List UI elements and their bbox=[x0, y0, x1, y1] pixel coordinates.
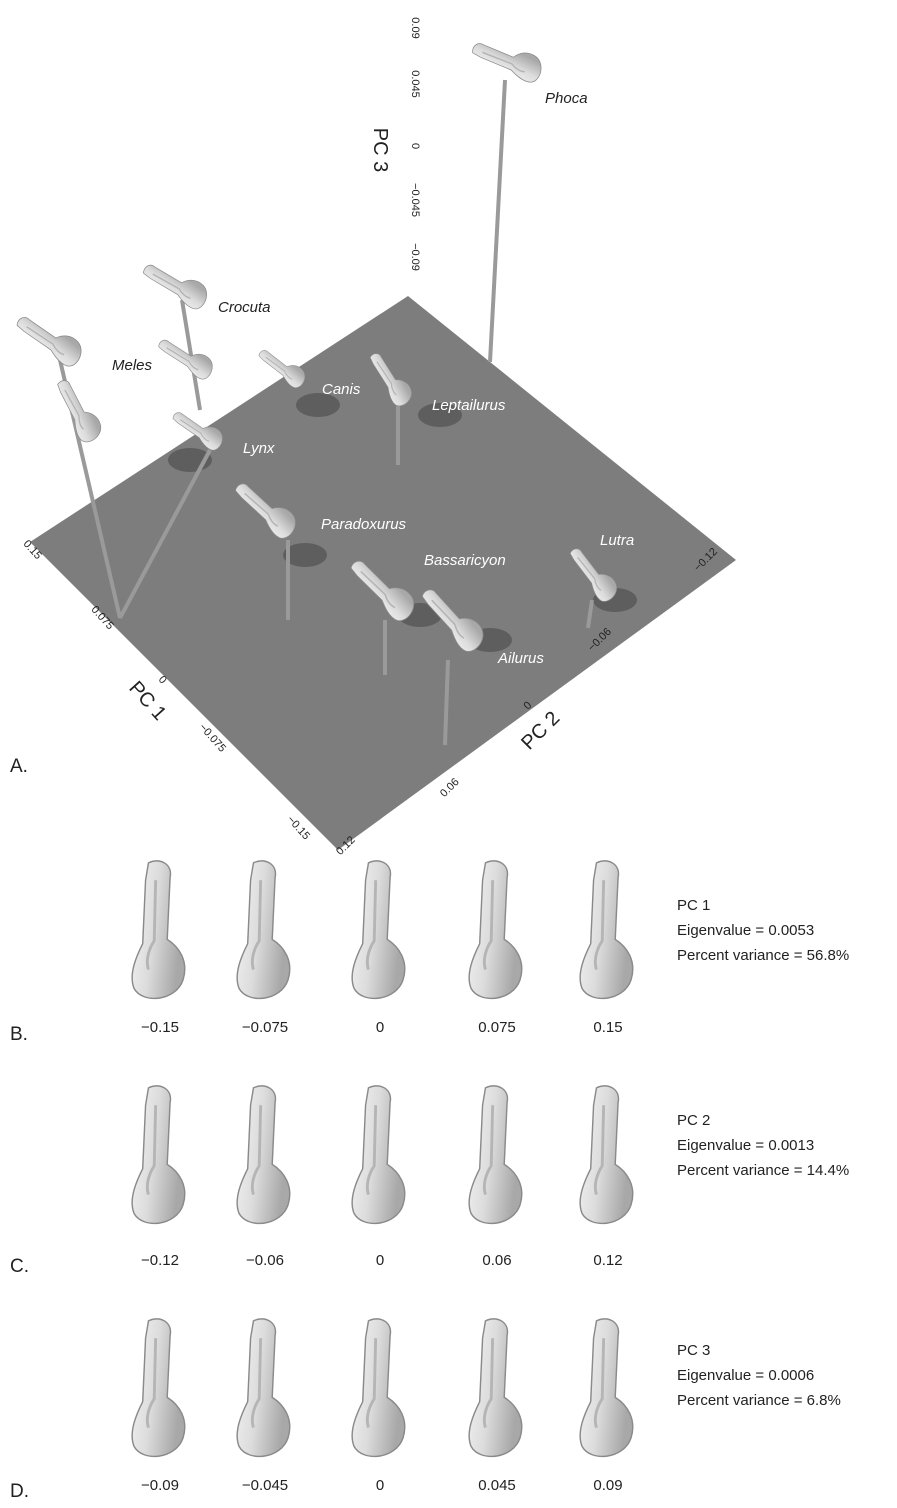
species-label: Leptailurus bbox=[432, 397, 506, 414]
shadow bbox=[296, 393, 340, 417]
column-label: 0.06 bbox=[482, 1252, 511, 1269]
column-label: −0.045 bbox=[242, 1477, 288, 1494]
pc3-tick: 0.09 bbox=[409, 17, 421, 38]
species-label: Lutra bbox=[600, 532, 634, 549]
bone-model bbox=[153, 332, 218, 383]
pc-title: PC 2 bbox=[677, 1112, 710, 1129]
panel-label: C. bbox=[10, 1256, 29, 1277]
stems bbox=[58, 79, 637, 746]
stem bbox=[586, 599, 594, 629]
species-label: Ailurus bbox=[497, 650, 544, 667]
shape-model bbox=[130, 1317, 187, 1458]
pc3-tick: −0.09 bbox=[409, 243, 421, 271]
column-label: 0.075 bbox=[478, 1019, 516, 1036]
shape-model bbox=[235, 1084, 292, 1225]
pc3-title: PC 3 bbox=[369, 128, 391, 172]
pc3-tick: 0 bbox=[409, 143, 421, 149]
pc2-tick: 0.06 bbox=[438, 776, 462, 800]
column-label: 0.12 bbox=[593, 1252, 622, 1269]
shape-model bbox=[578, 859, 635, 1000]
shape-model bbox=[350, 1317, 407, 1458]
pc1-tick: 0 bbox=[156, 674, 169, 687]
shape-model bbox=[467, 859, 524, 1000]
column-label: 0.15 bbox=[593, 1019, 622, 1036]
column-label: 0.09 bbox=[593, 1477, 622, 1494]
column-label: −0.12 bbox=[141, 1252, 179, 1269]
pc2-title: PC 2 bbox=[517, 707, 564, 754]
shape-model bbox=[130, 1084, 187, 1225]
stem bbox=[180, 299, 202, 411]
pc1-title: PC 1 bbox=[124, 677, 170, 725]
column-label: −0.06 bbox=[246, 1252, 284, 1269]
percent-variance: Percent variance = 56.8% bbox=[677, 947, 849, 964]
shape-model bbox=[130, 859, 187, 1000]
species-label: Canis bbox=[322, 381, 361, 398]
eigenvalue: Eigenvalue = 0.0053 bbox=[677, 922, 814, 939]
pc3-tick: −0.045 bbox=[409, 183, 421, 217]
species-label: Phoca bbox=[545, 90, 588, 107]
panel-label: D. bbox=[10, 1481, 29, 1502]
bone-model bbox=[49, 374, 107, 447]
shadow bbox=[418, 403, 462, 427]
column-label: 0 bbox=[376, 1252, 384, 1269]
stem bbox=[488, 79, 507, 363]
column-label: −0.15 bbox=[141, 1019, 179, 1036]
column-label: 0 bbox=[376, 1019, 384, 1036]
eigenvalue: Eigenvalue = 0.0013 bbox=[677, 1137, 814, 1154]
column-label: 0.045 bbox=[478, 1477, 516, 1494]
species-label: Meles bbox=[112, 357, 153, 374]
bone-model bbox=[10, 307, 88, 371]
shadow bbox=[283, 543, 327, 567]
column-label: 0 bbox=[376, 1477, 384, 1494]
eigenvalue: Eigenvalue = 0.0006 bbox=[677, 1367, 814, 1384]
percent-variance: Percent variance = 6.8% bbox=[677, 1392, 841, 1409]
pc-title: PC 1 bbox=[677, 897, 710, 914]
shape-model bbox=[350, 859, 407, 1000]
column-label: −0.075 bbox=[242, 1019, 288, 1036]
species-label: Bassaricyon bbox=[424, 552, 506, 569]
pc3-tick: 0.045 bbox=[409, 70, 421, 98]
bone-model bbox=[138, 255, 213, 313]
column-label: −0.09 bbox=[141, 1477, 179, 1494]
species-label: Crocuta bbox=[218, 299, 271, 316]
shape-model bbox=[578, 1317, 635, 1458]
species-label: Paradoxurus bbox=[321, 516, 407, 533]
shape-model bbox=[467, 1084, 524, 1225]
stem bbox=[443, 659, 450, 746]
bone-model bbox=[468, 33, 547, 86]
species-label: Mustela bbox=[106, 430, 159, 447]
pc-title: PC 3 bbox=[677, 1342, 710, 1359]
labels: Phoca Crocuta Meles Felis Canis Leptailurus Mu… bbox=[10, 17, 849, 1502]
species-label: Felis bbox=[225, 368, 257, 385]
shape-model bbox=[350, 1084, 407, 1225]
species-label: Lynx bbox=[243, 440, 275, 457]
percent-variance: Percent variance = 14.4% bbox=[677, 1162, 849, 1179]
shape-model bbox=[467, 1317, 524, 1458]
shape-model bbox=[235, 859, 292, 1000]
panel-label: A. bbox=[10, 756, 28, 777]
shape-model bbox=[235, 1317, 292, 1458]
shape-model bbox=[578, 1084, 635, 1225]
panel-label: B. bbox=[10, 1024, 28, 1045]
stem bbox=[118, 449, 212, 619]
